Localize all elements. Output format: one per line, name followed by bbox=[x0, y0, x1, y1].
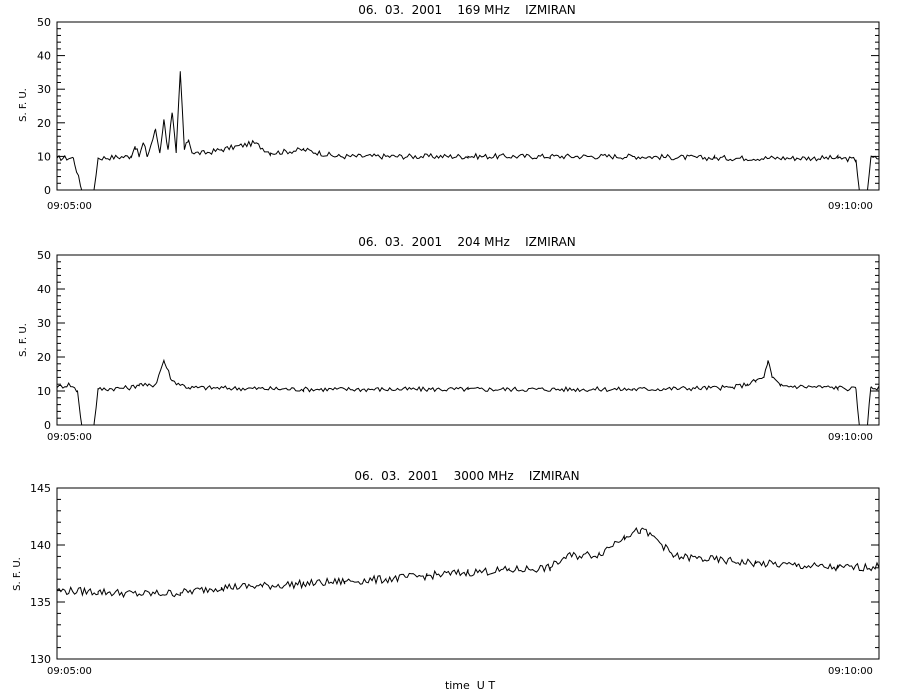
y-tick-label: 135 bbox=[30, 596, 51, 609]
y-tick-label: 40 bbox=[37, 50, 51, 63]
x-tick-label-end: 09:10:00 bbox=[828, 666, 873, 677]
panel-169mhz: 06. 03. 2001 169 MHz IZMIRAN S. F. U. 0 1… bbox=[18, 3, 880, 212]
x-tick-label-start: 09:05:00 bbox=[47, 666, 92, 677]
plot-frame bbox=[56, 487, 880, 660]
y-tick-label: 30 bbox=[37, 317, 51, 330]
y-axis-label: S. F. U. bbox=[18, 88, 29, 122]
y-ticks: 0 10 20 30 40 50 bbox=[37, 16, 879, 197]
series-line bbox=[56, 527, 880, 599]
x-tick-label-end: 09:10:00 bbox=[828, 432, 873, 443]
x-axis-label: time U T bbox=[445, 679, 495, 692]
x-tick-label-start: 09:05:00 bbox=[47, 201, 92, 212]
x-tick-label-end: 09:10:00 bbox=[828, 201, 873, 212]
panel-3000mhz: 06. 03. 2001 3000 MHz IZMIRAN S. F. U. 1… bbox=[12, 469, 880, 677]
y-tick-label: 40 bbox=[37, 283, 51, 296]
y-tick-label: 140 bbox=[30, 539, 51, 552]
panel-title: 06. 03. 2001 204 MHz IZMIRAN bbox=[358, 235, 576, 249]
y-tick-label: 10 bbox=[37, 385, 51, 398]
y-tick-label: 50 bbox=[37, 249, 51, 262]
y-tick-label: 30 bbox=[37, 83, 51, 96]
series-line bbox=[56, 71, 880, 191]
y-tick-label: 20 bbox=[37, 117, 51, 130]
plot-frame bbox=[56, 21, 880, 191]
series-line bbox=[56, 358, 880, 426]
y-tick-label: 10 bbox=[37, 150, 51, 163]
y-tick-label: 0 bbox=[44, 184, 51, 197]
panel-204mhz: 06. 03. 2001 204 MHz IZMIRAN S. F. U. 0 1… bbox=[18, 235, 880, 443]
y-ticks: 130 135 140 145 bbox=[30, 482, 879, 666]
x-tick-label-start: 09:05:00 bbox=[47, 432, 92, 443]
plot-frame bbox=[56, 254, 880, 426]
y-tick-label: 145 bbox=[30, 482, 51, 495]
y-tick-label: 0 bbox=[44, 419, 51, 432]
y-axis-label: S. F. U. bbox=[12, 557, 23, 591]
y-ticks: 0 10 20 30 40 50 bbox=[37, 249, 879, 432]
y-tick-label: 50 bbox=[37, 16, 51, 29]
y-tick-label: 130 bbox=[30, 653, 51, 666]
y-axis-label: S. F. U. bbox=[18, 323, 29, 357]
y-tick-label: 20 bbox=[37, 351, 51, 364]
panel-title: 06. 03. 2001 3000 MHz IZMIRAN bbox=[354, 469, 579, 483]
panel-title: 06. 03. 2001 169 MHz IZMIRAN bbox=[358, 3, 576, 17]
